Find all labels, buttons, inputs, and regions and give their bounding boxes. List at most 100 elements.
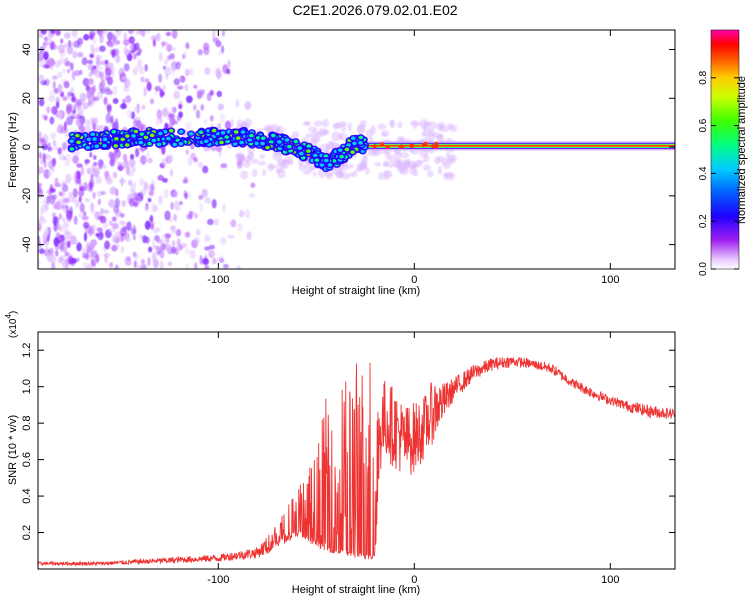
noise-speckle bbox=[141, 235, 147, 244]
noise-speckle bbox=[128, 50, 135, 55]
noise-speckle bbox=[140, 258, 145, 265]
noise-speckle bbox=[43, 160, 47, 169]
noise-speckle bbox=[221, 30, 225, 37]
snr-y-tick-label: 0.4 bbox=[21, 488, 33, 503]
noise-speckle bbox=[144, 78, 150, 83]
noise-speckle bbox=[47, 33, 52, 42]
noise-speckle bbox=[86, 90, 91, 100]
noise-speckle bbox=[212, 37, 220, 43]
noise-speckle bbox=[319, 143, 330, 152]
noise-speckle bbox=[331, 131, 341, 142]
noise-speckle bbox=[90, 202, 95, 213]
noise-speckle bbox=[172, 240, 176, 247]
noise-speckle bbox=[71, 109, 76, 115]
noise-speckle bbox=[149, 98, 155, 105]
noise-speckle bbox=[261, 169, 267, 177]
noise-speckle bbox=[244, 209, 251, 219]
noise-speckle bbox=[156, 32, 161, 42]
noise-speckle bbox=[89, 178, 95, 188]
noise-speckle bbox=[83, 221, 90, 229]
noise-speckle bbox=[251, 168, 258, 178]
noise-speckle bbox=[189, 211, 195, 216]
trace-blob-inner bbox=[203, 139, 209, 144]
noise-speckle bbox=[46, 106, 51, 114]
noise-speckle bbox=[314, 120, 323, 127]
noise-speckle bbox=[66, 103, 73, 111]
noise-speckle bbox=[143, 180, 147, 191]
noise-speckle bbox=[310, 136, 319, 146]
noise-speckle bbox=[194, 236, 200, 245]
noise-speckle bbox=[128, 171, 134, 177]
spectrogram-axes: -100 0 100 -40 -20 0 20 40 bbox=[21, 30, 675, 286]
noise-speckle bbox=[210, 146, 217, 151]
trace-blob-inner bbox=[352, 141, 357, 146]
spectrogram-panel: -100 0 100 -40 -20 0 20 40 Height of straight l… bbox=[7, 29, 676, 297]
spectrogram-x-tick-label: -100 bbox=[207, 274, 229, 286]
noise-speckle bbox=[165, 236, 170, 245]
noise-speckle bbox=[84, 197, 90, 203]
noise-speckle bbox=[204, 196, 211, 204]
noise-speckle bbox=[84, 119, 91, 126]
noise-speckle bbox=[175, 205, 182, 212]
noise-speckle bbox=[216, 122, 222, 130]
noise-speckle bbox=[104, 67, 112, 77]
noise-speckle bbox=[57, 59, 62, 66]
noise-speckle bbox=[120, 176, 124, 187]
noise-speckle bbox=[89, 240, 96, 248]
noise-speckle bbox=[222, 203, 226, 212]
noise-speckle bbox=[40, 207, 44, 217]
trace-blob-inner bbox=[94, 144, 100, 148]
noise-speckle bbox=[109, 90, 113, 96]
noise-speckle bbox=[66, 112, 72, 118]
noise-speckle bbox=[161, 144, 166, 155]
noise-speckle bbox=[100, 79, 106, 89]
noise-speckle bbox=[443, 172, 454, 178]
noise-speckle bbox=[166, 43, 173, 52]
noise-speckle bbox=[109, 262, 114, 268]
noise-speckle bbox=[38, 190, 44, 199]
noise-speckle bbox=[175, 229, 182, 237]
trace-blob-inner bbox=[350, 150, 355, 154]
noise-speckle bbox=[62, 156, 67, 161]
noise-speckle bbox=[38, 182, 43, 187]
trace-hot-dot bbox=[385, 145, 390, 150]
noise-speckle bbox=[204, 67, 211, 75]
noise-speckle bbox=[185, 95, 193, 104]
snr-series-line bbox=[38, 356, 675, 567]
noise-speckle bbox=[164, 59, 169, 65]
noise-speckle bbox=[121, 75, 126, 81]
trace-blob-inner bbox=[131, 134, 136, 138]
snr-x-tick-label: 100 bbox=[601, 574, 619, 586]
colorbar-tick-label: 0.6 bbox=[698, 118, 709, 132]
spectrogram-y-tick-label: -20 bbox=[21, 188, 33, 204]
noise-speckle bbox=[172, 190, 179, 198]
noise-speckle bbox=[43, 51, 49, 60]
noise-speckle bbox=[55, 30, 61, 36]
noise-speckle bbox=[171, 30, 178, 39]
noise-speckle bbox=[92, 117, 99, 125]
noise-speckle bbox=[218, 49, 223, 58]
trace-blob-inner bbox=[339, 154, 344, 159]
noise-speckle bbox=[201, 188, 208, 198]
noise-speckle bbox=[140, 123, 147, 130]
noise-speckle bbox=[208, 249, 215, 259]
noise-speckle bbox=[170, 228, 177, 234]
noise-speckle bbox=[47, 57, 55, 67]
noise-speckle bbox=[112, 171, 118, 179]
noise-speckle bbox=[85, 254, 90, 261]
trace-blob-inner bbox=[249, 133, 254, 138]
trace-blob-inner bbox=[260, 141, 265, 146]
noise-speckle bbox=[308, 126, 318, 133]
noise-speckle bbox=[151, 202, 157, 213]
noise-speckle bbox=[71, 93, 76, 102]
noise-speckle bbox=[132, 234, 136, 241]
trace-blob-inner bbox=[178, 141, 184, 146]
noise-speckle bbox=[133, 119, 138, 127]
noise-speckle bbox=[208, 244, 215, 250]
noise-speckle bbox=[127, 30, 134, 35]
noise-speckle bbox=[170, 106, 176, 114]
noise-speckle bbox=[60, 204, 68, 209]
trace-blob-inner bbox=[265, 145, 270, 150]
noise-speckle bbox=[64, 197, 70, 203]
noise-speckle bbox=[135, 64, 143, 72]
